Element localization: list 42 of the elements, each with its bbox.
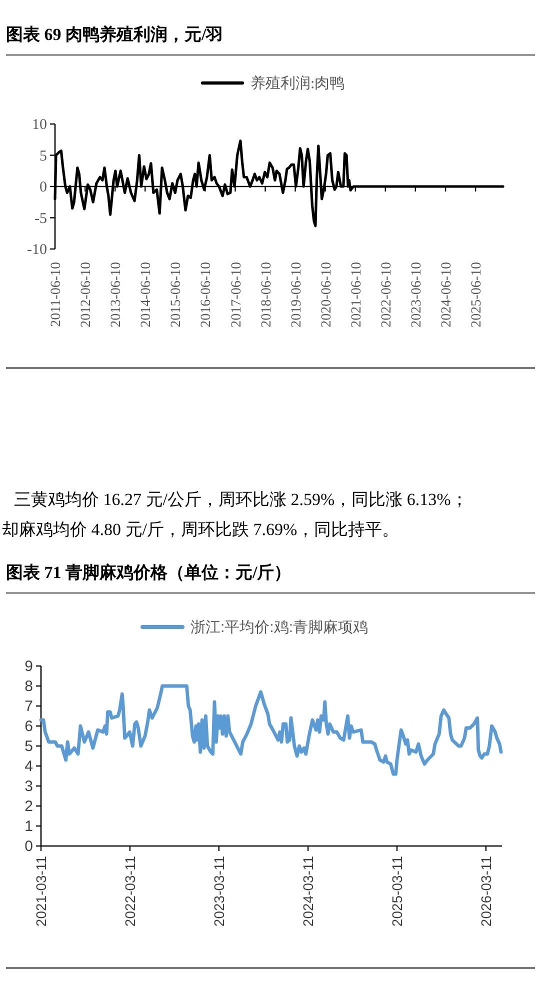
y-tick-label: -10 <box>27 242 47 258</box>
x-tick-label: 2013-06-10 <box>109 262 124 328</box>
text: 三黄鸡均价 16.27 元/公斤，周环比涨 2.59%，同比涨 6.13%； <box>14 490 468 509</box>
y-tick-label: 2 <box>24 798 33 815</box>
x-tick-label: 2021-03-11 <box>33 856 49 927</box>
x-tick-label: 2020-06-10 <box>319 262 334 328</box>
x-tick-label: 2019-06-10 <box>289 262 304 328</box>
x-tick-label: 2025-06-10 <box>470 262 485 328</box>
text: 却麻鸡均价 4.80 元/斤，周环比跌 7.69%，同比持平。 <box>2 520 400 539</box>
x-tick-label: 2021-06-10 <box>349 262 364 328</box>
y-tick-label: 7 <box>24 698 33 715</box>
x-tick-label: 2011-06-10 <box>49 262 64 327</box>
chart-title: 图表 71 青脚麻鸡价格（单位：元/斤） <box>6 563 292 582</box>
y-tick-label: -5 <box>34 210 47 227</box>
x-tick-label: 2025-03-11 <box>388 856 405 927</box>
y-tick-label: 9 <box>24 658 33 675</box>
x-tick-label: 2015-06-10 <box>169 262 184 328</box>
x-tick-label: 2022-03-11 <box>122 856 138 927</box>
x-tick-label: 2023-06-10 <box>409 262 424 328</box>
x-tick-label: 2014-06-10 <box>139 262 154 328</box>
x-tick-label: 2026-03-11 <box>478 856 494 927</box>
x-tick-label: 2022-06-10 <box>379 262 394 328</box>
y-tick-label: 6 <box>24 718 33 735</box>
y-tick-label: 5 <box>24 738 33 755</box>
legend-label: 养殖利润:肉鸭 <box>250 75 345 92</box>
x-tick-label: 2012-06-10 <box>79 262 94 328</box>
y-tick-label: 5 <box>40 148 47 164</box>
legend-label: 浙江:平均价:鸡:青脚麻项鸡 <box>190 619 368 636</box>
y-tick-label: 10 <box>32 117 47 133</box>
x-tick-label: 2016-06-10 <box>199 262 214 328</box>
y-tick-label: 1 <box>24 818 33 835</box>
y-tick-label: 0 <box>24 838 33 855</box>
x-tick-label: 2024-03-11 <box>300 856 316 927</box>
x-tick-label: 2018-06-10 <box>259 262 274 328</box>
x-tick-label: 2024-06-10 <box>440 262 455 328</box>
y-tick-label: 8 <box>24 678 33 695</box>
y-tick-label: 0 <box>40 180 47 196</box>
x-tick-label: 2017-06-10 <box>229 262 244 328</box>
y-tick-label: 3 <box>24 778 33 795</box>
x-tick-label: 2023-03-11 <box>210 856 227 927</box>
chart-title: 图表 69 肉鸭养殖利润，元/羽 <box>6 25 224 44</box>
y-tick-label: 4 <box>24 758 33 775</box>
